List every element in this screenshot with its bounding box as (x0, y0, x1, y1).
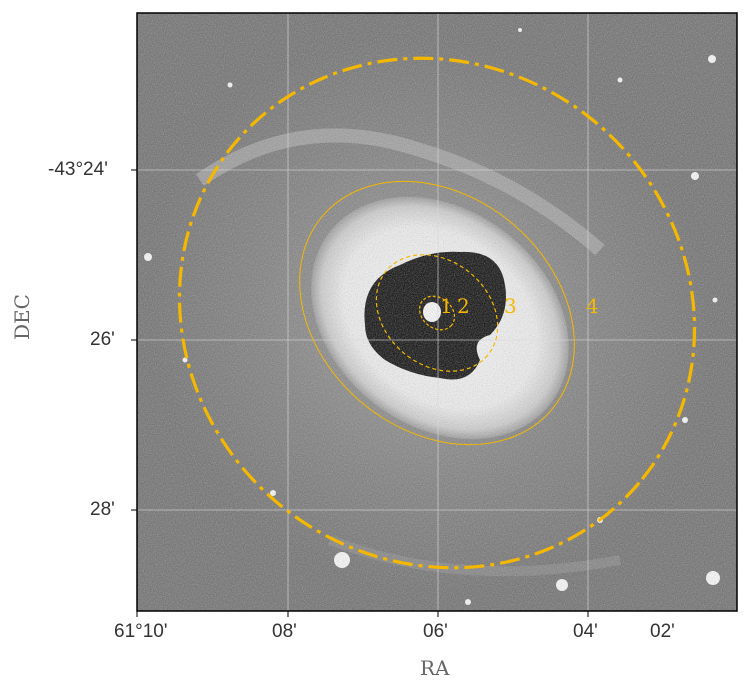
aperture-1 (418, 295, 456, 331)
x-tick-label: 06' (423, 621, 448, 642)
plot-frame (136, 12, 738, 612)
axis-ticks (131, 169, 589, 617)
aperture-label-4: 4 (586, 294, 599, 318)
x-tick-label: 02' (650, 621, 675, 642)
y-tick-label: -43°24' (48, 159, 108, 180)
apertures (177, 56, 697, 570)
x-tick-label: 61°10' (114, 621, 168, 642)
y-tick-label: 28' (90, 499, 115, 520)
aperture-label-2: 2 (457, 294, 470, 318)
aperture-label-3: 3 (504, 294, 517, 318)
y-tick-label: 26' (90, 329, 115, 350)
aperture-3 (299, 180, 575, 446)
aperture-label-1: 1 (440, 294, 453, 318)
coordinate-grid (137, 13, 737, 611)
aperture-labels: 1 2 3 4 (440, 294, 599, 318)
aperture-4-outer (177, 56, 697, 570)
y-axis-label: DEC (10, 294, 34, 340)
x-tick-label: 04' (573, 621, 598, 642)
x-tick-label: 08' (272, 621, 297, 642)
aperture-2 (375, 254, 499, 372)
galaxy-image: 1 2 3 4 (137, 13, 737, 611)
x-axis-label: RA (420, 656, 450, 680)
image-noise (137, 13, 737, 611)
